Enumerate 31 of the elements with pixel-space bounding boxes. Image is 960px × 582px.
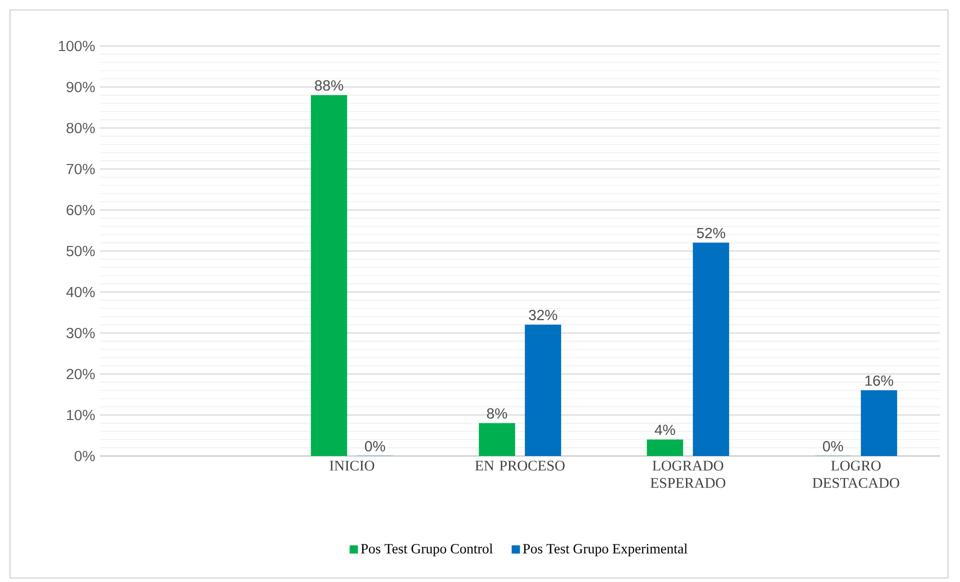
y-tick-label: 40% bbox=[66, 286, 95, 298]
x-tick-label: INICIO bbox=[330, 460, 374, 471]
data-label: 88% bbox=[314, 80, 344, 91]
y-tick-label: 10% bbox=[67, 410, 95, 420]
y-tick-label: 60% bbox=[66, 204, 95, 216]
data-label: 4% bbox=[654, 424, 676, 436]
bar bbox=[478, 423, 516, 456]
y-tick-label: 30% bbox=[66, 328, 95, 338]
data-label: 0% bbox=[822, 441, 844, 452]
y-tick-label: 70% bbox=[66, 164, 95, 174]
legend-label: Pos Test Grupo Control bbox=[361, 544, 493, 556]
data-label: 0% bbox=[364, 441, 386, 452]
data-label: 32% bbox=[528, 310, 558, 320]
bar bbox=[860, 390, 898, 456]
data-label: 16% bbox=[865, 375, 894, 386]
y-tick-label: 90% bbox=[66, 82, 95, 92]
y-tick-label: 80% bbox=[66, 122, 95, 134]
y-tick-label: 0% bbox=[74, 450, 95, 462]
x-tick-label: EN PROCESO bbox=[475, 460, 565, 471]
bar bbox=[692, 242, 730, 456]
y-tick-label: 20% bbox=[66, 368, 95, 380]
y-tick-label: 100% bbox=[58, 40, 95, 52]
x-tick-label: LOGRO DESTACADO bbox=[812, 460, 900, 488]
y-tick-label: 50% bbox=[66, 246, 95, 256]
x-tick-label: LOGRADO ESPERADO bbox=[650, 460, 726, 488]
bar bbox=[646, 439, 684, 456]
bar bbox=[310, 95, 348, 456]
data-label: 8% bbox=[487, 408, 508, 419]
legend-label: Pos Test Grupo Experimental bbox=[523, 544, 688, 556]
data-label: 52% bbox=[696, 228, 726, 238]
bar bbox=[524, 324, 562, 456]
